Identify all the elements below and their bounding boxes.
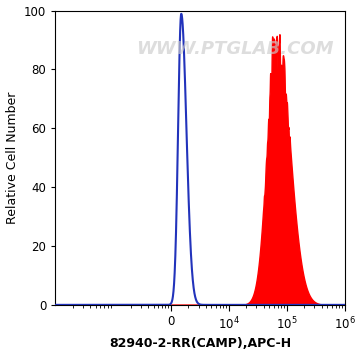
Text: WWW.PTGLAB.COM: WWW.PTGLAB.COM — [136, 40, 334, 58]
Y-axis label: Relative Cell Number: Relative Cell Number — [5, 91, 18, 224]
X-axis label: 82940-2-RR(CAMP),APC-H: 82940-2-RR(CAMP),APC-H — [109, 337, 291, 350]
